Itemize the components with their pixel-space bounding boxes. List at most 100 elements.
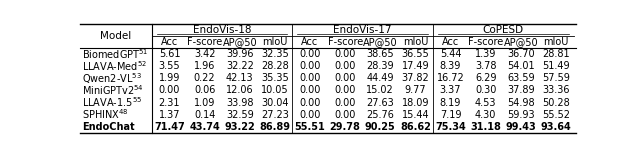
- Text: 63.59: 63.59: [507, 73, 534, 83]
- Text: EndoVis-18: EndoVis-18: [193, 25, 252, 35]
- Text: EndoVis-17: EndoVis-17: [333, 25, 392, 35]
- Text: 90.25: 90.25: [365, 122, 396, 132]
- Text: 0.00: 0.00: [335, 61, 356, 71]
- Text: 31.18: 31.18: [470, 122, 501, 132]
- Text: 0.00: 0.00: [335, 97, 356, 108]
- Text: 0.00: 0.00: [300, 49, 321, 59]
- Text: 0.14: 0.14: [194, 110, 215, 120]
- Text: 0.00: 0.00: [335, 73, 356, 83]
- Text: 32.59: 32.59: [226, 110, 253, 120]
- Text: F-score: F-score: [468, 37, 503, 47]
- Text: LLAVA-Med$^{52}$: LLAVA-Med$^{52}$: [82, 60, 147, 73]
- Text: 4.53: 4.53: [475, 97, 497, 108]
- Text: 42.13: 42.13: [226, 73, 253, 83]
- Text: 0.22: 0.22: [194, 73, 216, 83]
- Text: CoPESD: CoPESD: [483, 25, 524, 35]
- Text: Acc: Acc: [442, 37, 459, 47]
- Text: 0.00: 0.00: [335, 86, 356, 95]
- Text: 12.06: 12.06: [226, 86, 253, 95]
- Text: AP@50: AP@50: [504, 37, 538, 47]
- Text: BiomedGPT$^{51}$: BiomedGPT$^{51}$: [82, 47, 148, 61]
- Text: 37.89: 37.89: [507, 86, 534, 95]
- Text: 0.00: 0.00: [300, 86, 321, 95]
- Text: Qwen2-VL$^{53}$: Qwen2-VL$^{53}$: [82, 71, 142, 86]
- Text: 43.74: 43.74: [189, 122, 220, 132]
- Text: 1.99: 1.99: [159, 73, 180, 83]
- Text: 15.02: 15.02: [367, 86, 394, 95]
- Text: 17.49: 17.49: [402, 61, 429, 71]
- Text: Acc: Acc: [301, 37, 319, 47]
- Text: 59.93: 59.93: [507, 110, 534, 120]
- Text: 99.43: 99.43: [506, 122, 536, 132]
- Text: 1.96: 1.96: [194, 61, 215, 71]
- Text: 3.37: 3.37: [440, 86, 461, 95]
- Text: 57.59: 57.59: [542, 73, 570, 83]
- Text: 6.29: 6.29: [475, 73, 497, 83]
- Text: 27.23: 27.23: [261, 110, 289, 120]
- Text: 71.47: 71.47: [154, 122, 185, 132]
- Text: 1.39: 1.39: [475, 49, 497, 59]
- Text: 0.00: 0.00: [335, 110, 356, 120]
- Text: Model: Model: [100, 31, 132, 41]
- Text: 16.72: 16.72: [436, 73, 465, 83]
- Text: 0.00: 0.00: [335, 49, 356, 59]
- Text: 28.39: 28.39: [367, 61, 394, 71]
- Text: 54.01: 54.01: [507, 61, 534, 71]
- Text: 27.63: 27.63: [367, 97, 394, 108]
- Text: 3.78: 3.78: [475, 61, 497, 71]
- Text: 93.22: 93.22: [225, 122, 255, 132]
- Text: 29.78: 29.78: [330, 122, 360, 132]
- Text: 0.00: 0.00: [300, 61, 321, 71]
- Text: 10.05: 10.05: [261, 86, 289, 95]
- Text: 9.77: 9.77: [404, 86, 426, 95]
- Text: 75.34: 75.34: [435, 122, 466, 132]
- Text: 54.98: 54.98: [507, 97, 534, 108]
- Text: 86.62: 86.62: [400, 122, 431, 132]
- Text: 0.30: 0.30: [475, 86, 497, 95]
- Text: 15.44: 15.44: [402, 110, 429, 120]
- Text: LLAVA-1.5$^{55}$: LLAVA-1.5$^{55}$: [82, 96, 142, 109]
- Text: 25.76: 25.76: [366, 110, 394, 120]
- Text: 32.35: 32.35: [261, 49, 289, 59]
- Text: SPHINX$^{48}$: SPHINX$^{48}$: [82, 108, 128, 121]
- Text: 36.70: 36.70: [507, 49, 534, 59]
- Text: F-score: F-score: [328, 37, 363, 47]
- Text: 0.00: 0.00: [159, 86, 180, 95]
- Text: 7.19: 7.19: [440, 110, 461, 120]
- Text: 39.96: 39.96: [226, 49, 253, 59]
- Text: 0.00: 0.00: [300, 73, 321, 83]
- Text: 3.55: 3.55: [159, 61, 180, 71]
- Text: 38.65: 38.65: [367, 49, 394, 59]
- Text: 36.55: 36.55: [401, 49, 429, 59]
- Text: 50.28: 50.28: [542, 97, 570, 108]
- Text: Acc: Acc: [161, 37, 178, 47]
- Text: 3.42: 3.42: [194, 49, 216, 59]
- Text: 1.37: 1.37: [159, 110, 180, 120]
- Text: EndoChat: EndoChat: [82, 122, 134, 132]
- Text: 33.98: 33.98: [226, 97, 253, 108]
- Text: 0.00: 0.00: [300, 110, 321, 120]
- Text: 0.00: 0.00: [300, 97, 321, 108]
- Text: mIoU: mIoU: [403, 37, 428, 47]
- Text: 93.64: 93.64: [541, 122, 572, 132]
- Text: 0.06: 0.06: [194, 86, 215, 95]
- Text: 8.19: 8.19: [440, 97, 461, 108]
- Text: 32.22: 32.22: [226, 61, 253, 71]
- Text: 37.82: 37.82: [401, 73, 429, 83]
- Text: 1.09: 1.09: [194, 97, 215, 108]
- Text: F-score: F-score: [187, 37, 222, 47]
- Text: 35.35: 35.35: [261, 73, 289, 83]
- Text: 2.31: 2.31: [159, 97, 180, 108]
- Text: 51.49: 51.49: [542, 61, 570, 71]
- Text: 28.81: 28.81: [542, 49, 570, 59]
- Text: 55.52: 55.52: [542, 110, 570, 120]
- Text: 5.61: 5.61: [159, 49, 180, 59]
- Text: mIoU: mIoU: [262, 37, 287, 47]
- Text: AP@50: AP@50: [223, 37, 257, 47]
- Text: mIoU: mIoU: [543, 37, 569, 47]
- Text: 18.09: 18.09: [402, 97, 429, 108]
- Text: 44.49: 44.49: [367, 73, 394, 83]
- Text: AP@50: AP@50: [363, 37, 397, 47]
- Text: 5.44: 5.44: [440, 49, 461, 59]
- Text: 33.36: 33.36: [542, 86, 570, 95]
